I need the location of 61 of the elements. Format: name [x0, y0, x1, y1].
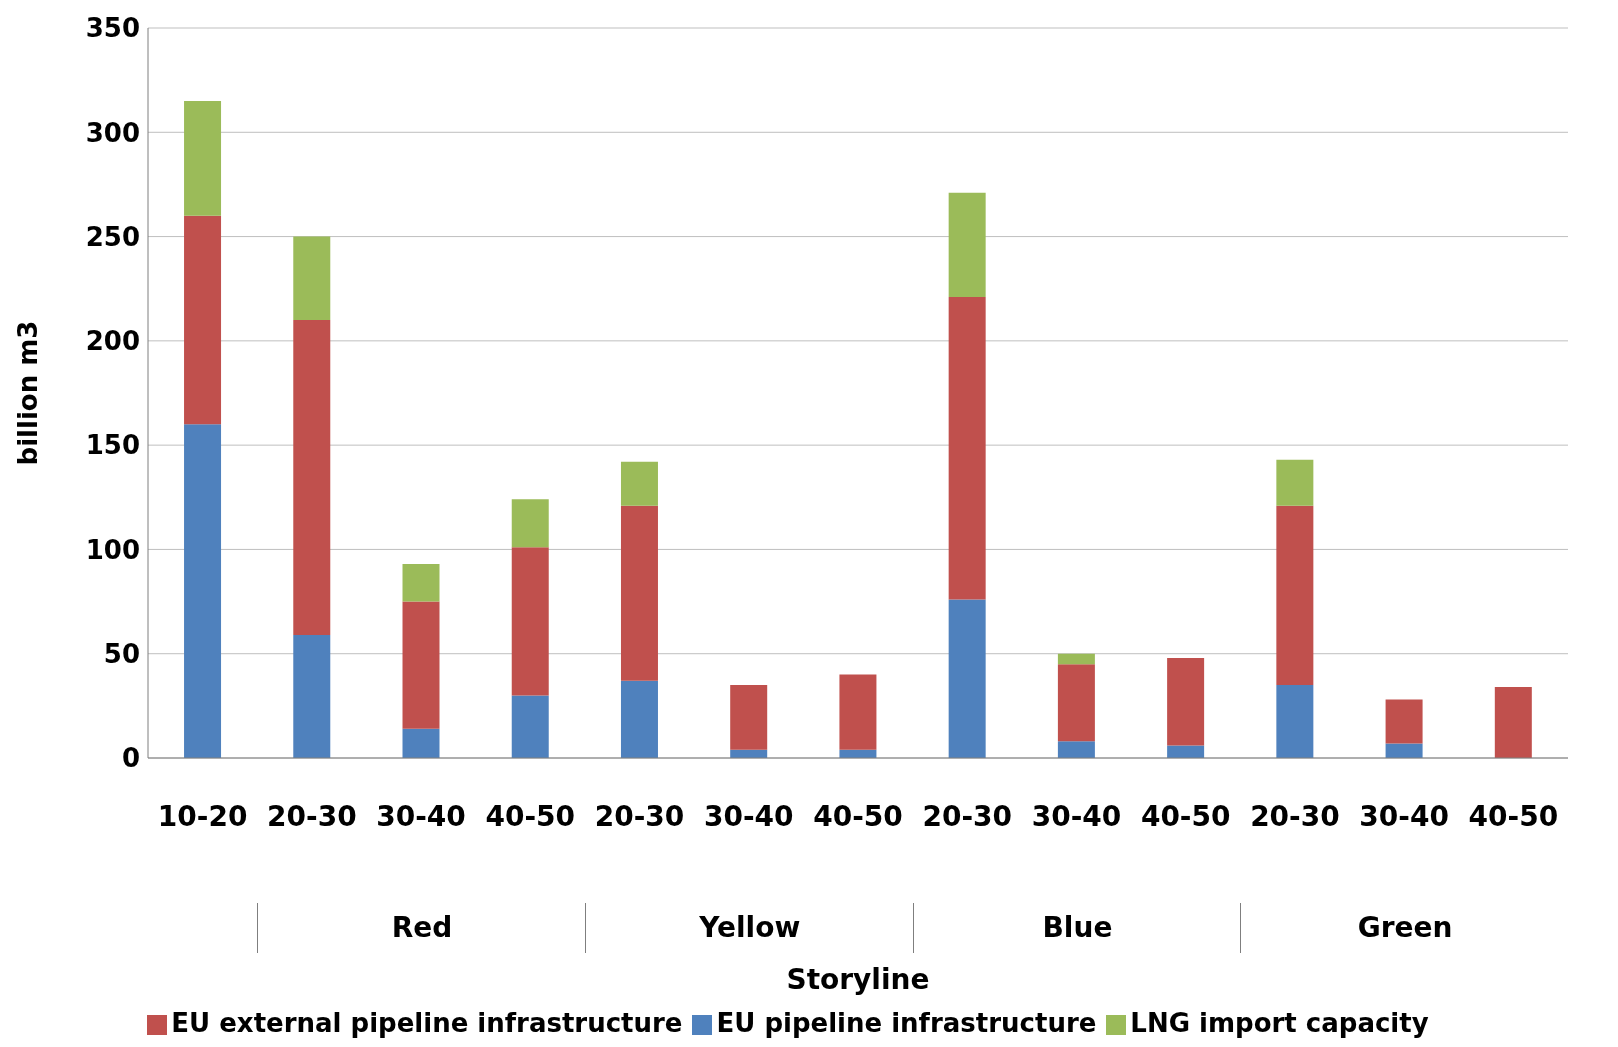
- x-tick-label: 20-30: [922, 799, 1013, 833]
- y-axis-title: billion m3: [13, 320, 44, 466]
- bar: [948, 599, 986, 758]
- bar: [1057, 741, 1095, 758]
- y-tick-label: 200: [85, 326, 140, 357]
- y-tick-label: 250: [85, 221, 140, 252]
- text: Red: [257, 903, 586, 953]
- y-tick-label: 300: [85, 117, 140, 148]
- legend-label: EU external pipeline infrastructure: [171, 1008, 683, 1038]
- bar: [620, 505, 658, 681]
- x-tick-label: 30-40: [703, 799, 794, 833]
- bar: [293, 634, 331, 758]
- x-tick-label: 40-50: [1468, 799, 1559, 833]
- y-tick-label: 100: [85, 534, 140, 565]
- x-tick-label: 20-30: [267, 799, 357, 833]
- bar: [511, 695, 549, 758]
- x-tick-label: 40-50: [485, 799, 576, 833]
- bar: [402, 728, 440, 758]
- bar: [839, 674, 877, 750]
- bar: [620, 461, 658, 506]
- bar: [1276, 505, 1314, 685]
- bar: [1385, 743, 1423, 758]
- bar: [1385, 699, 1423, 744]
- bar: [1167, 657, 1205, 746]
- x-axis-title: Storyline: [785, 963, 931, 996]
- bar: [184, 101, 222, 216]
- y-tick-label: 50: [103, 638, 140, 669]
- bar: [293, 320, 331, 635]
- legend-label: LNG import capacity: [1130, 1008, 1429, 1038]
- x-tick-label: 30-40: [1031, 799, 1122, 833]
- bar: [402, 564, 440, 602]
- bar: [1057, 653, 1095, 665]
- y-tick-label: 150: [85, 430, 140, 461]
- x-tick-label: 20-30: [594, 799, 685, 833]
- x-tick-label: 40-50: [1140, 799, 1231, 833]
- x-tick-label: 30-40: [1359, 799, 1449, 833]
- bar: [948, 192, 986, 298]
- bar: [511, 547, 549, 696]
- bar: [184, 424, 222, 758]
- legend-label: EU pipeline infrastructure: [716, 1008, 1097, 1038]
- bar: [1276, 459, 1314, 506]
- bar: [511, 499, 549, 548]
- y-tick-label: 350: [85, 13, 140, 44]
- bar: [184, 215, 222, 425]
- x-tick-label: 40-50: [813, 799, 903, 833]
- bar: [402, 601, 440, 729]
- bar: [1494, 687, 1532, 758]
- bar: [293, 236, 331, 320]
- y-tick-label: 0: [121, 743, 140, 774]
- x-tick-label: 30-40: [376, 799, 466, 833]
- bar: [730, 685, 768, 750]
- bar: [620, 680, 658, 758]
- bar: [948, 297, 986, 600]
- x-tick-label: 10-20: [157, 799, 248, 833]
- text: Yellow: [584, 903, 914, 953]
- text: Green: [1240, 903, 1569, 953]
- text: Blue: [912, 903, 1242, 953]
- bar: [1057, 664, 1095, 742]
- bar: [1276, 685, 1314, 758]
- bar: [1167, 745, 1205, 758]
- x-tick-label: 20-30: [1250, 799, 1340, 833]
